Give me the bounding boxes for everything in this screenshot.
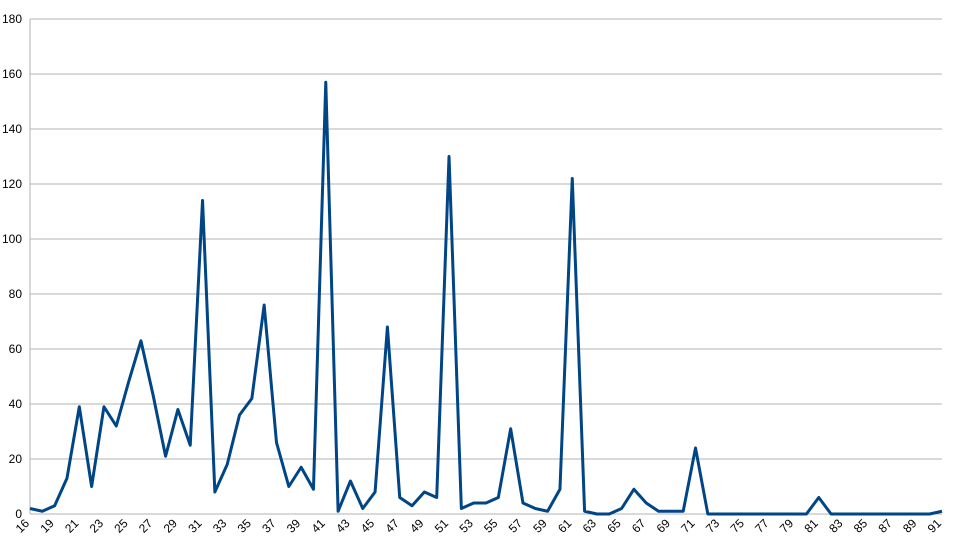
x-tick-label: 75: [728, 516, 748, 536]
x-tick-label: 35: [235, 516, 255, 536]
y-tick-label: 160: [2, 67, 22, 81]
x-tick-label: 47: [383, 516, 403, 536]
y-tick-label: 120: [2, 177, 22, 191]
y-tick-label: 40: [9, 397, 23, 411]
x-tick-label: 43: [333, 516, 353, 536]
x-tick-label: 91: [925, 516, 945, 536]
x-tick-label: 55: [481, 516, 501, 536]
x-tick-label: 29: [161, 516, 181, 536]
x-tick-label: 61: [555, 516, 575, 536]
x-tick-label: 41: [309, 516, 329, 536]
x-tick-label: 57: [506, 516, 526, 536]
x-tick-label: 69: [654, 516, 674, 536]
x-tick-label: 65: [604, 516, 624, 536]
y-tick-label: 0: [15, 507, 22, 521]
x-tick-label: 77: [752, 516, 772, 536]
x-tick-label: 25: [111, 516, 131, 536]
x-tick-label: 67: [629, 516, 649, 536]
x-tick-label: 33: [210, 516, 230, 536]
x-tick-label: 89: [900, 516, 920, 536]
x-tick-label: 71: [678, 516, 698, 536]
x-tick-label: 37: [259, 516, 279, 536]
x-tick-label: 83: [826, 516, 846, 536]
y-tick-label: 100: [2, 232, 22, 246]
x-tick-label: 49: [407, 516, 427, 536]
x-tick-label: 85: [851, 516, 871, 536]
x-tick-label: 73: [703, 516, 723, 536]
y-tick-label: 80: [9, 287, 23, 301]
x-tick-label: 45: [358, 516, 378, 536]
x-tick-label: 81: [802, 516, 822, 536]
x-tick-label: 59: [530, 516, 550, 536]
y-tick-label: 140: [2, 122, 22, 136]
x-tick-label: 87: [875, 516, 895, 536]
x-tick-label: 31: [185, 516, 205, 536]
x-tick-label: 23: [87, 516, 107, 536]
x-tick-label: 51: [432, 516, 452, 536]
x-tick-label: 19: [37, 516, 57, 536]
x-tick-label: 39: [284, 516, 304, 536]
x-tick-label: 53: [456, 516, 476, 536]
x-tick-label: 21: [62, 516, 82, 536]
y-tick-label: 60: [9, 342, 23, 356]
x-tick-label: 27: [136, 516, 156, 536]
y-tick-label: 20: [9, 452, 23, 466]
x-tick-label: 79: [777, 516, 797, 536]
x-tick-label: 63: [580, 516, 600, 536]
y-tick-label: 180: [2, 12, 22, 26]
data-line: [29, 80, 943, 516]
